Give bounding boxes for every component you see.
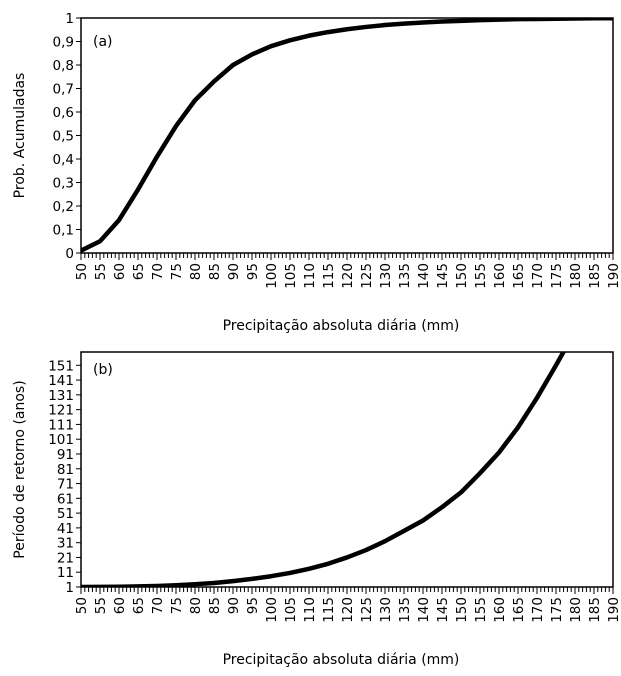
y-axis-label-a: Prob. Acumuladas	[12, 73, 28, 199]
x-tick-label-a: 105	[283, 263, 299, 289]
x-tick-label-a: 140	[416, 263, 432, 289]
x-tick-label-b: 115	[321, 597, 337, 623]
x-tick-label-a: 50	[74, 263, 90, 280]
x-tick-label-b: 145	[435, 597, 451, 623]
y-tick-label-b: 151	[48, 358, 74, 374]
x-tick-label-a: 70	[150, 263, 166, 280]
y-tick-label-a: 0,9	[53, 35, 74, 51]
y-tick-label-a: 0,8	[53, 58, 74, 74]
x-tick-label-b: 185	[587, 597, 603, 623]
x-tick-label-b: 65	[131, 597, 147, 614]
y-tick-label-b: 121	[48, 403, 74, 419]
y-tick-label-a: 1	[65, 11, 74, 27]
x-tick-label-a: 170	[530, 263, 546, 289]
x-tick-label-b: 120	[340, 597, 356, 623]
x-tick-label-a: 120	[340, 263, 356, 289]
y-tick-label-a: 0,4	[53, 152, 74, 168]
x-tick-label-b: 105	[283, 597, 299, 623]
x-tick-label-b: 50	[74, 597, 90, 614]
chart-panel-a: 50 55 60 65 70 75 80 85 90 95 100 105 110 115 120 125 13…	[12, 11, 621, 334]
y-tick-label-a: 0	[65, 246, 74, 262]
x-axis-label-a: Precipitação absoluta diária (mm)	[223, 318, 460, 334]
x-tick-label-a: 110	[302, 263, 318, 289]
x-tick-label-a: 80	[188, 263, 204, 280]
plot-area-frame-a	[80, 17, 614, 254]
x-tick-label-a: 55	[93, 263, 109, 280]
plot-area-frame-b	[80, 351, 614, 588]
y-tick-label-a: 0,3	[53, 176, 74, 192]
x-tick-label-a: 130	[378, 263, 394, 289]
x-tick-label-b: 110	[302, 597, 318, 623]
x-tick-label-b: 175	[549, 597, 565, 623]
y-tick-label-b: 91	[57, 447, 74, 463]
x-tick-label-a: 150	[454, 263, 470, 289]
x-tick-label-b: 155	[473, 597, 489, 623]
y-tick-label-a: 0,7	[53, 82, 74, 98]
x-tick-label-a: 135	[397, 263, 413, 289]
y-tick-label-b: 141	[48, 373, 74, 389]
x-tick-label-b: 95	[245, 597, 261, 614]
x-tick-label-b: 165	[511, 597, 527, 623]
x-tick-label-a: 190	[606, 263, 621, 289]
y-tick-label-b: 71	[57, 477, 74, 493]
x-tick-label-a: 180	[568, 263, 584, 289]
x-tick-label-b: 100	[264, 597, 280, 623]
x-tick-label-b: 190	[606, 597, 621, 623]
y-tick-label-b: 31	[57, 536, 74, 552]
x-tick-label-b: 180	[568, 597, 584, 623]
y-tick-label-b: 101	[48, 432, 74, 448]
series-line-b-0	[81, 352, 567, 587]
x-tick-label-a: 95	[245, 263, 261, 280]
y-tick-label-b: 51	[57, 506, 74, 522]
y-tick-label-a: 0,5	[53, 129, 74, 145]
y-tick-label-b: 81	[57, 462, 74, 478]
x-tick-label-a: 60	[112, 263, 128, 280]
panel-label-b: (b)	[93, 362, 113, 378]
x-tick-label-b: 55	[93, 597, 109, 614]
x-tick-label-a: 145	[435, 263, 451, 289]
y-tick-label-b: 41	[57, 521, 74, 537]
x-tick-label-b: 140	[416, 597, 432, 623]
x-tick-label-a: 155	[473, 263, 489, 289]
x-tick-label-a: 85	[207, 263, 223, 280]
x-tick-label-a: 75	[169, 263, 185, 280]
y-tick-label-b: 111	[48, 417, 74, 433]
y-tick-label-b: 131	[48, 388, 74, 404]
chart-panel-b: 50 55 60 65 70 75 80 85 90 95 100 105 110 115 120 125 13…	[12, 351, 621, 668]
series-line-a-0	[81, 18, 613, 253]
panel-label-a: (a)	[93, 34, 113, 50]
x-axis-label-b: Precipitação absoluta diária (mm)	[223, 652, 460, 668]
y-tick-label-a: 0,1	[53, 223, 74, 239]
x-tick-label-a: 65	[131, 263, 147, 280]
x-tick-label-a: 165	[511, 263, 527, 289]
y-tick-label-a: 0,6	[53, 105, 74, 121]
x-tick-label-b: 80	[188, 597, 204, 614]
y-axis-label-b: Período de retorno (anos)	[12, 380, 28, 558]
y-tick-label-b: 1	[65, 580, 74, 596]
x-tick-label-b: 135	[397, 597, 413, 623]
y-tick-label-b: 11	[57, 565, 74, 581]
x-tick-label-b: 70	[150, 597, 166, 614]
x-tick-label-b: 125	[359, 597, 375, 623]
x-tick-label-a: 185	[587, 263, 603, 289]
x-tick-label-b: 130	[378, 597, 394, 623]
x-tick-label-b: 170	[530, 597, 546, 623]
x-tick-label-b: 90	[226, 597, 242, 614]
x-tick-label-b: 160	[492, 597, 508, 623]
x-tick-label-a: 125	[359, 263, 375, 289]
y-tick-label-b: 21	[57, 550, 74, 566]
x-tick-label-a: 115	[321, 263, 337, 289]
x-tick-label-b: 85	[207, 597, 223, 614]
x-tick-label-a: 160	[492, 263, 508, 289]
x-tick-label-a: 175	[549, 263, 565, 289]
y-tick-label-b: 61	[57, 491, 74, 507]
x-tick-label-b: 150	[454, 597, 470, 623]
x-tick-label-a: 100	[264, 263, 280, 289]
x-tick-label-a: 90	[226, 263, 242, 280]
x-tick-label-b: 75	[169, 597, 185, 614]
x-tick-label-b: 60	[112, 597, 128, 614]
y-tick-label-a: 0,2	[53, 199, 74, 215]
